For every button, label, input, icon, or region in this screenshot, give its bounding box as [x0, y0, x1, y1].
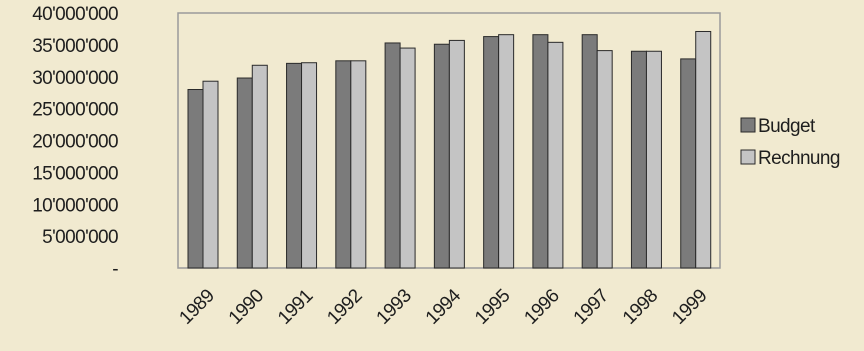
y-tick-label: 40'000'000: [32, 4, 118, 25]
bar-rechnung-1991: [301, 62, 318, 269]
bar-budget-1989: [187, 89, 204, 269]
x-tick-label: 1996: [520, 286, 563, 329]
y-tick-label: -: [112, 259, 118, 280]
x-tick-label: 1992: [323, 286, 366, 329]
bar-rechnung-1992: [350, 60, 367, 269]
y-tick-label: 30'000'000: [32, 68, 118, 89]
bar-budget-1991: [286, 62, 303, 269]
legend-label-budget: Budget: [758, 116, 816, 137]
bar-budget-1997: [581, 34, 598, 269]
bar-budget-1996: [532, 34, 549, 269]
x-tick-label: 1997: [570, 286, 613, 329]
bar-budget-1994: [433, 43, 450, 269]
y-tick-label: 20'000'000: [32, 132, 118, 153]
bar-rechnung-1995: [498, 34, 515, 269]
bar-rechnung-1993: [399, 47, 416, 269]
bar-rechnung-1989: [202, 80, 219, 269]
bar-budget-1992: [335, 60, 352, 269]
x-tick-label: 1995: [471, 286, 514, 329]
x-tick-label: 1989: [175, 286, 218, 329]
bar-rechnung-1996: [547, 41, 564, 269]
x-tick-label: 1990: [225, 286, 268, 329]
x-tick-label: 1993: [373, 286, 416, 329]
legend-swatch-budget: [740, 117, 756, 133]
x-tick-label: 1991: [274, 286, 317, 329]
bar-budget-1999: [680, 58, 697, 269]
bar-rechnung-1994: [448, 39, 465, 269]
y-tick-label: 35'000'000: [32, 36, 118, 57]
bar-rechnung-1998: [645, 50, 662, 269]
bar-rechnung-1999: [695, 30, 712, 269]
y-tick-label: 10'000'000: [32, 195, 118, 216]
legend-label-rechnung: Rechnung: [758, 148, 840, 169]
bar-budget-1995: [483, 36, 500, 269]
x-tick-label: 1998: [619, 286, 662, 329]
bar-budget-1990: [236, 77, 253, 269]
y-tick-label: 25'000'000: [32, 100, 118, 121]
y-tick-label: 5'000'000: [42, 227, 118, 248]
x-tick-label: 1994: [422, 285, 466, 329]
y-tick-label: 15'000'000: [32, 163, 118, 184]
bar-budget-1998: [630, 50, 647, 269]
bar-rechnung-1990: [251, 64, 268, 269]
bar-budget-1993: [384, 42, 401, 269]
bar-rechnung-1997: [596, 50, 613, 269]
x-tick-label: 1999: [668, 286, 711, 329]
legend-swatch-rechnung: [740, 149, 756, 165]
